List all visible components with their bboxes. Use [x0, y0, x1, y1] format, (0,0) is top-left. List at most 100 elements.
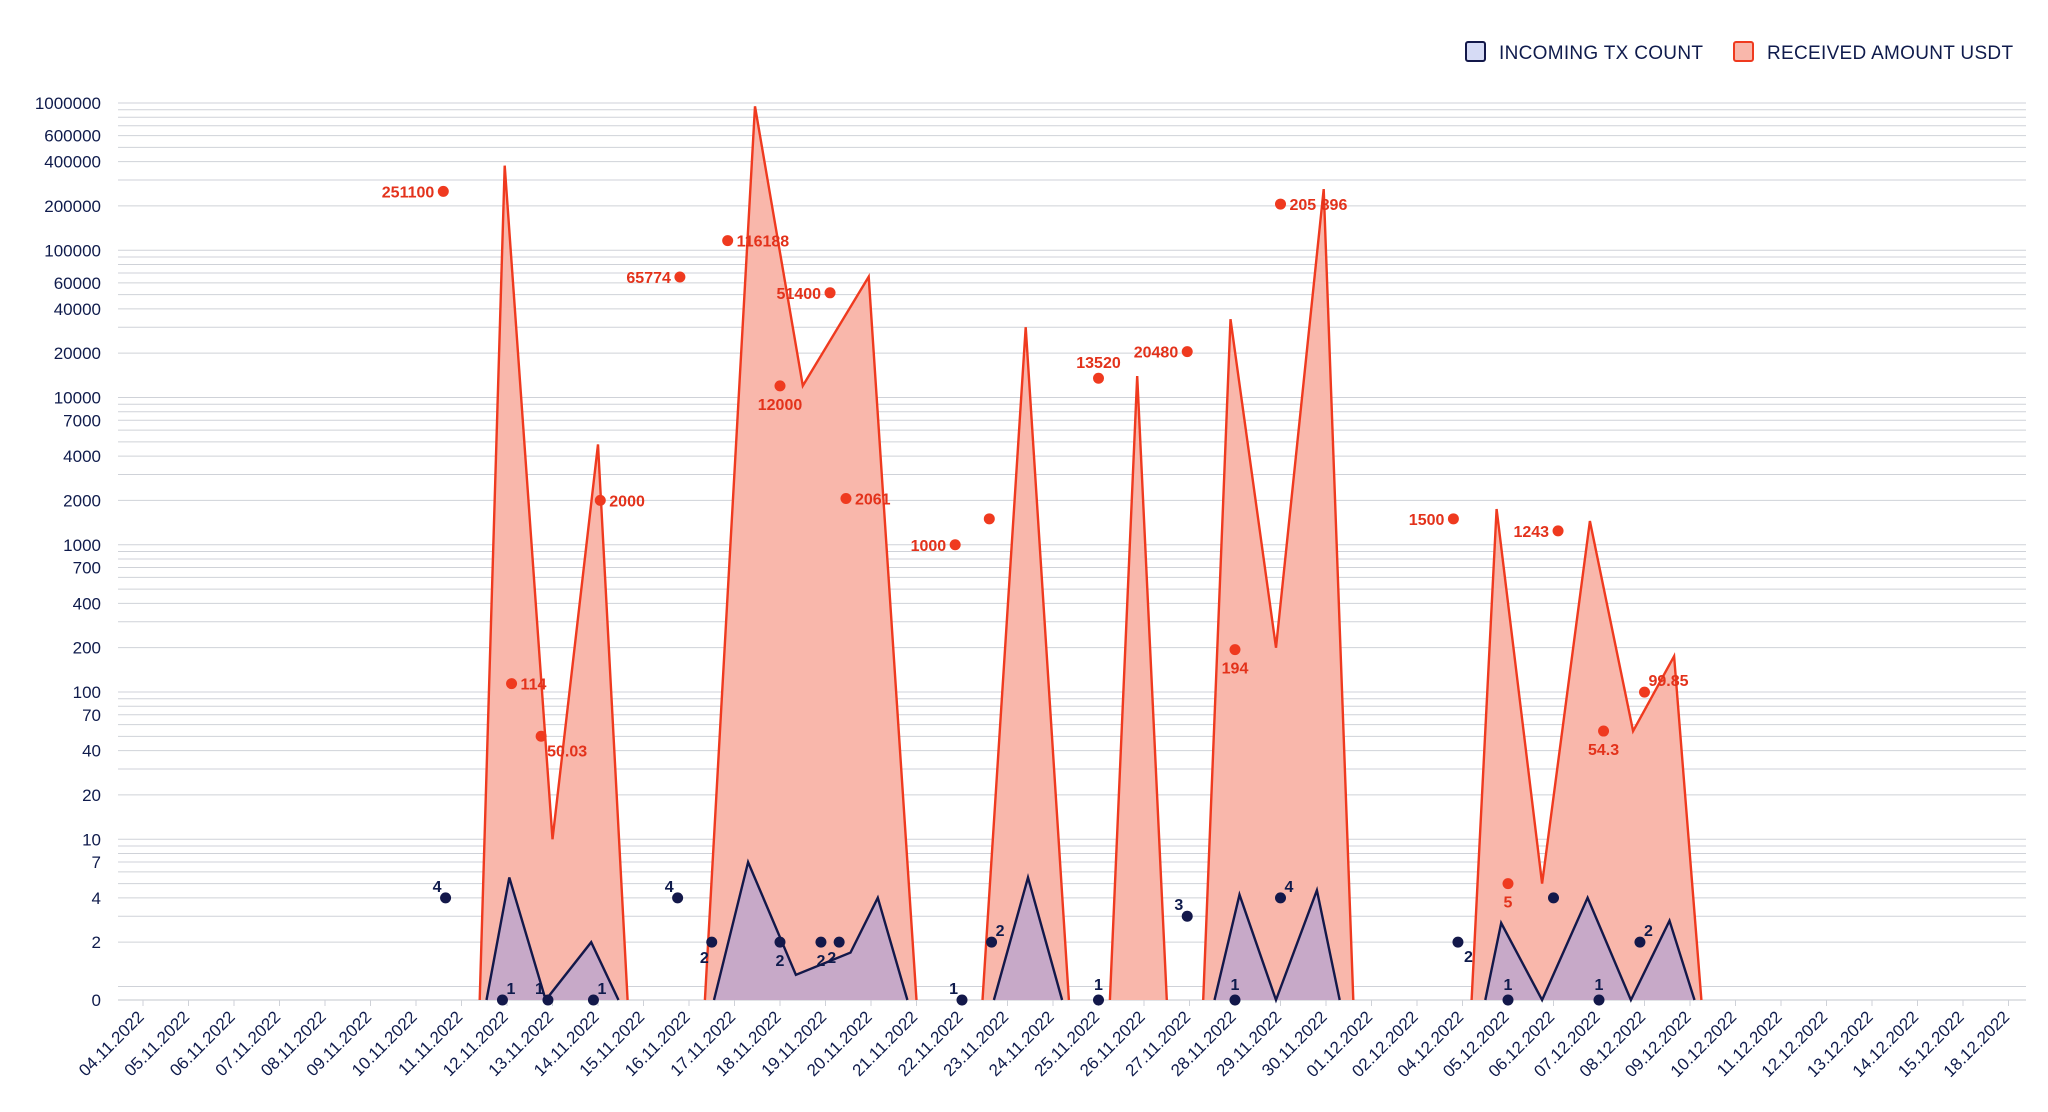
y-tick-label: 10: [82, 830, 101, 849]
count-point[interactable]: [1181, 910, 1193, 922]
received-point[interactable]: [674, 271, 686, 283]
received-point[interactable]: [949, 539, 961, 551]
count-point[interactable]: [496, 994, 508, 1006]
y-tick-label: 1000: [63, 536, 101, 555]
count-point[interactable]: [986, 936, 998, 948]
y-tick-label: 0: [92, 991, 101, 1010]
count-line: [992, 873, 1064, 1001]
received-data-label: 50.03: [547, 743, 587, 760]
count-point[interactable]: [542, 994, 554, 1006]
received-line: [1108, 375, 1168, 1001]
received-data-label: 205 896: [1290, 197, 1348, 214]
received-point[interactable]: [1447, 513, 1459, 525]
received-point[interactable]: [824, 287, 836, 299]
count-area: [1214, 890, 1340, 1000]
y-tick-label: 400: [73, 594, 101, 613]
count-point[interactable]: [1452, 936, 1464, 948]
received-point[interactable]: [506, 678, 518, 690]
count-point[interactable]: [815, 936, 827, 948]
y-tick-label: 100000: [44, 241, 101, 260]
y-tick-label: 20000: [54, 344, 101, 363]
received-area: [704, 106, 917, 1001]
count-data-label: 2: [816, 953, 825, 970]
y-tick-label: 7000: [63, 411, 101, 430]
received-point[interactable]: [1229, 644, 1241, 656]
received-area: [1203, 189, 1354, 1001]
count-point[interactable]: [1275, 892, 1286, 904]
count-line: [712, 858, 909, 1001]
count-point[interactable]: [1229, 994, 1241, 1006]
y-tick-label: 40000: [54, 300, 101, 319]
received-data-label: 12000: [758, 397, 803, 414]
received-point[interactable]: [437, 185, 449, 197]
received-point[interactable]: [1639, 686, 1650, 698]
received-point[interactable]: [535, 730, 547, 742]
count-point[interactable]: [706, 936, 718, 948]
count-line: [1213, 885, 1341, 1004]
received-point[interactable]: [1552, 525, 1564, 537]
legend-item-received[interactable]: RECEIVED AMOUNT USDT: [1733, 41, 2013, 64]
count-point[interactable]: [1593, 994, 1605, 1006]
count-point[interactable]: [1502, 994, 1514, 1006]
count-point[interactable]: [672, 892, 684, 904]
received-line: [703, 106, 918, 1001]
count-data-label: 2: [700, 950, 709, 967]
received-data-label: 13520: [1076, 355, 1121, 372]
count-line: [1484, 894, 1696, 1003]
series-incoming-tx-count: [485, 858, 1696, 1004]
received-data-label: 114: [521, 677, 547, 694]
received-data-label: 5: [1504, 895, 1513, 912]
received-data-label: 20480: [1134, 345, 1179, 362]
received-point[interactable]: [1275, 198, 1286, 210]
received-data-label: 251100: [382, 184, 435, 201]
y-tick-label: 4000: [63, 447, 101, 466]
count-data-label: 1: [949, 981, 958, 998]
received-point[interactable]: [1598, 725, 1610, 737]
received-line: [478, 165, 629, 1001]
count-point[interactable]: [587, 994, 599, 1006]
y-tick-label: 2000: [63, 491, 101, 510]
received-line: [981, 327, 1071, 1001]
y-tick-label: 200000: [44, 197, 101, 216]
received-point[interactable]: [983, 513, 995, 525]
count-data-label: 2: [827, 950, 836, 967]
received-point[interactable]: [840, 493, 852, 505]
series-received-amount: [478, 106, 1703, 1001]
received-point[interactable]: [722, 235, 734, 247]
y-tick-label: 400000: [44, 153, 101, 172]
count-data-label: 4: [665, 879, 674, 896]
y-tick-label: 700: [73, 559, 101, 578]
count-point[interactable]: [1093, 994, 1104, 1006]
count-point[interactable]: [833, 936, 845, 948]
received-point[interactable]: [1502, 878, 1514, 890]
received-point[interactable]: [774, 380, 786, 392]
count-point[interactable]: [1634, 936, 1646, 948]
received-data-label: 1243: [1513, 524, 1549, 541]
y-tick-label: 600000: [44, 127, 101, 146]
received-area: [982, 327, 1069, 1000]
count-data-label: 2: [996, 923, 1005, 940]
y-tick-label: 70: [82, 706, 101, 725]
count-data-label: 2: [1464, 949, 1473, 966]
legend-label-received: RECEIVED AMOUNT USDT: [1767, 43, 2013, 64]
legend-swatch-received: [1733, 41, 1754, 62]
count-point[interactable]: [1548, 892, 1559, 904]
count-point[interactable]: [956, 994, 968, 1006]
received-point[interactable]: [594, 494, 606, 506]
received-point[interactable]: [1181, 346, 1193, 358]
y-tick-label: 2: [92, 933, 101, 952]
y-tick-label: 60000: [54, 274, 101, 293]
received-data-label: 54.3: [1588, 742, 1619, 759]
legend: INCOMING TX COUNT RECEIVED AMOUNT USDT: [1465, 41, 2013, 64]
received-data-label: 65774: [626, 270, 671, 287]
received-point[interactable]: [1093, 372, 1104, 384]
received-line: [1202, 188, 1355, 1001]
count-area: [993, 877, 1063, 1000]
count-data-label: 1: [1595, 977, 1604, 994]
data-labels: 25110011450.0320006577411618812000514002…: [382, 184, 1689, 1006]
received-data-label: 51400: [777, 286, 822, 303]
count-point[interactable]: [774, 936, 786, 948]
legend-item-count[interactable]: INCOMING TX COUNT: [1465, 41, 1703, 64]
count-point[interactable]: [440, 892, 452, 904]
